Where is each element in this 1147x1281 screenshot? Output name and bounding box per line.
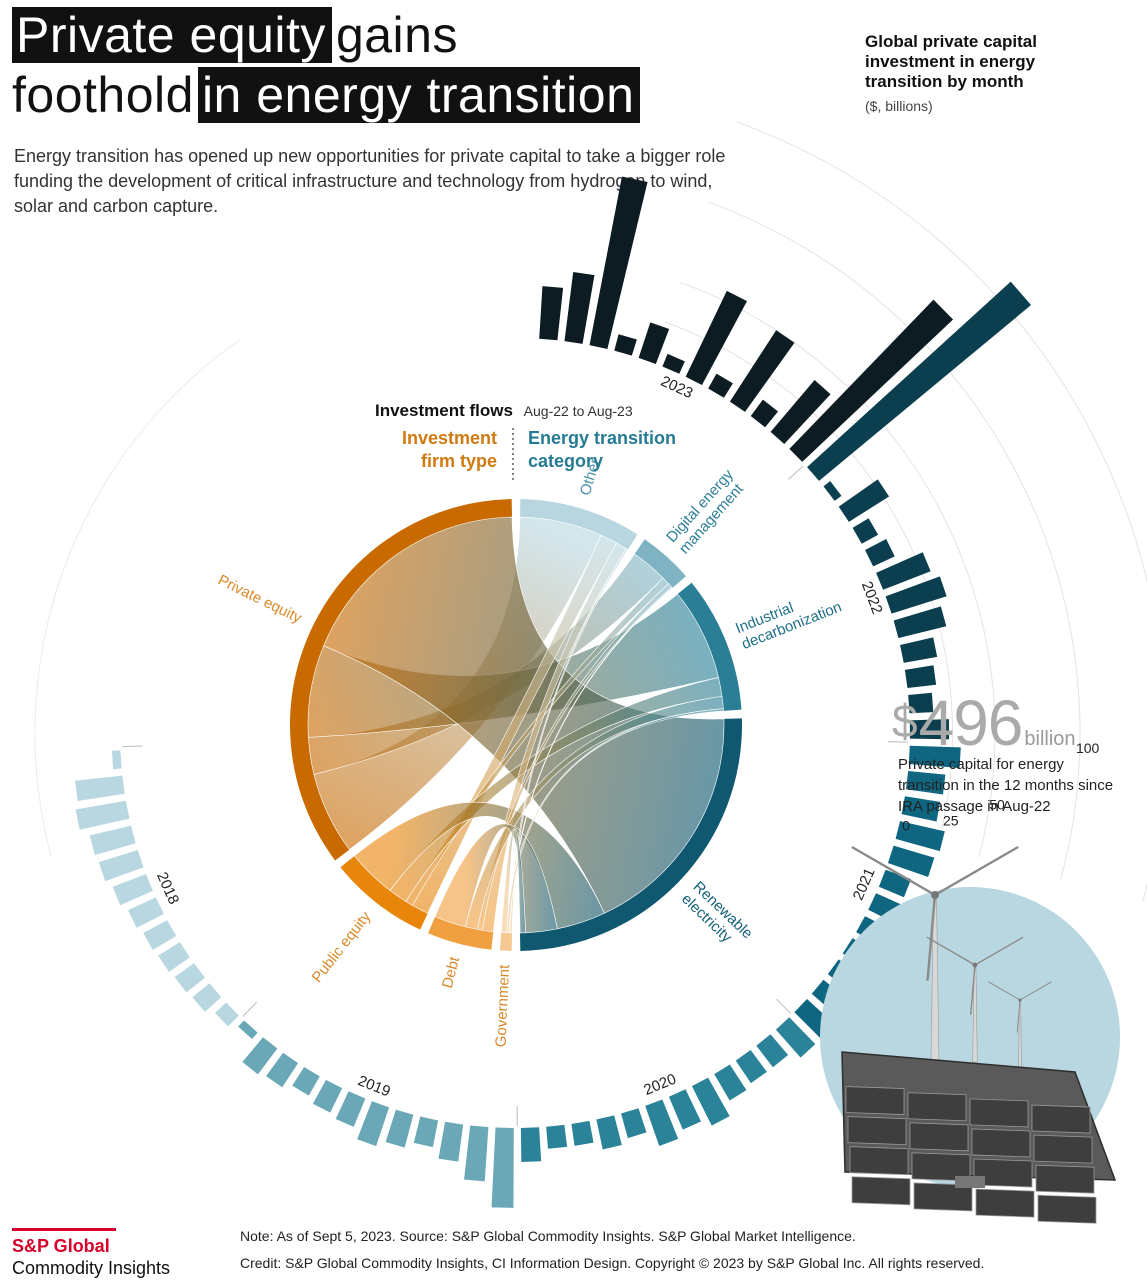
bar-2018-m7 [128, 897, 164, 927]
bar-2022-m11 [824, 481, 842, 501]
bar-2018-m3 [76, 801, 130, 830]
source-arc-3 [500, 932, 512, 950]
source-label-1: Public equity [309, 908, 375, 986]
bar-2020-m2 [546, 1125, 567, 1149]
right-heading-line-1: Energy transition [528, 428, 676, 448]
bar-2020-m3 [571, 1121, 593, 1146]
highlight-unit: billion [1024, 728, 1075, 750]
panel-mount [955, 1176, 985, 1188]
bar-2023-m10 [590, 176, 648, 348]
grid-ring [35, 530, 80, 857]
bar-2018-m2 [75, 776, 125, 801]
bar-2018-m4 [90, 826, 136, 856]
footnote: Note: As of Sept 5, 2023. Source: S&P Gl… [240, 1228, 856, 1244]
turbine-hub [973, 963, 978, 968]
credit-line: Credit: S&P Global Commodity Insights, C… [240, 1255, 984, 1271]
chord-period: Aug-22 to Aug-23 [524, 403, 633, 419]
solar-panel [842, 1052, 1115, 1223]
svg-text:Investment flows Aug-22: Investment flows Aug-22 to Aug-23 [375, 401, 633, 420]
bar-2023-m5 [708, 374, 733, 398]
turbine-hub [931, 891, 939, 899]
bar-2019-m11 [464, 1125, 488, 1181]
logo-rule [12, 1228, 116, 1231]
bar-2019-m4 [292, 1067, 319, 1096]
bar-2022-m12 [807, 282, 1031, 481]
year-tick [789, 466, 804, 480]
bar-2023-m3 [751, 400, 778, 428]
year-label-2019: 2019 [355, 1072, 392, 1100]
bar-2019-m1 [238, 1020, 257, 1039]
bar-2019-m6 [336, 1091, 366, 1127]
bar-2019-m9 [414, 1116, 438, 1147]
brand-name: S&P Global [12, 1237, 170, 1255]
tick-label-0: 0 [902, 817, 910, 833]
bar-2022-m5 [894, 606, 947, 638]
bar-2023-m11 [564, 272, 594, 344]
bar-2020-m10 [736, 1050, 767, 1083]
bar-2022-m10 [839, 479, 889, 521]
right-heading-line-2: category [528, 451, 603, 471]
bar-2019-m5 [313, 1080, 342, 1113]
highlight-currency: $ [892, 695, 917, 747]
bar-2020-m9 [714, 1064, 746, 1100]
bar-2018-m1 [112, 750, 122, 769]
bar-2019-m10 [438, 1122, 463, 1162]
bar-2023-m4 [730, 330, 795, 412]
year-label-2020: 2020 [641, 1070, 678, 1098]
bar-2018-m11 [192, 983, 221, 1012]
year-tick [776, 999, 790, 1013]
bar-2018-m12 [215, 1002, 239, 1026]
bar-2018-m5 [99, 850, 144, 881]
bar-2020-m5 [621, 1108, 646, 1138]
target-label-3: Renewableelectricity [678, 878, 756, 954]
bar-2019-m8 [386, 1110, 414, 1148]
highlight-description: Private capital for energy transition in… [898, 754, 1128, 817]
bar-2023-m8 [639, 322, 670, 364]
target-label-1: Digital energymanagement [663, 466, 750, 557]
bar-2019-m12 [492, 1128, 514, 1208]
bar-2018-m10 [175, 963, 205, 992]
year-tick [243, 1002, 257, 1016]
bar-2021-m7 [879, 870, 911, 898]
left-heading-line-2: firm type [421, 451, 497, 471]
turbine-hub [1018, 998, 1021, 1001]
highlight-value: 496 [919, 687, 1023, 759]
bar-2018-m9 [158, 942, 190, 972]
bar-2020-m11 [756, 1034, 788, 1067]
source-label-3: Government [492, 964, 513, 1048]
bar-2019-m3 [266, 1053, 298, 1088]
left-heading-line-1: Investment [402, 428, 497, 448]
year-tick [122, 746, 142, 747]
brand-sub: Commodity Insights [12, 1255, 170, 1281]
grid-ring [51, 340, 239, 609]
bar-2020-m7 [669, 1089, 701, 1129]
chord-headings: Investment firm type Energy transition c… [402, 428, 676, 482]
bar-2022-m8 [865, 539, 895, 566]
bar-2022-m3 [905, 665, 936, 688]
bar-2018-m6 [113, 874, 153, 905]
bar-2023-m9 [614, 334, 637, 355]
source-label-0: Private equity [215, 572, 305, 627]
bar-2022-m9 [853, 518, 879, 544]
bar-2023-m6 [686, 291, 747, 385]
bar-2019-m7 [357, 1101, 389, 1146]
bar-2022-m4 [900, 637, 937, 662]
brand-logo: S&P Global Commodity Insights [12, 1228, 170, 1281]
source-label-2: Debt [439, 954, 464, 990]
target-label-2: Industrialdecarbonization [733, 583, 844, 653]
chord-header: Investment flows Aug-22 to Aug-23 [375, 401, 633, 420]
bar-2018-m8 [143, 920, 176, 950]
bar-2020-m4 [596, 1115, 621, 1149]
bar-2020-m1 [521, 1127, 541, 1162]
bar-2023-m7 [662, 354, 684, 374]
bar-2023-m12 [539, 286, 563, 340]
wind-solar-illustration [820, 848, 1120, 1224]
chord-title: Investment flows [375, 401, 513, 420]
